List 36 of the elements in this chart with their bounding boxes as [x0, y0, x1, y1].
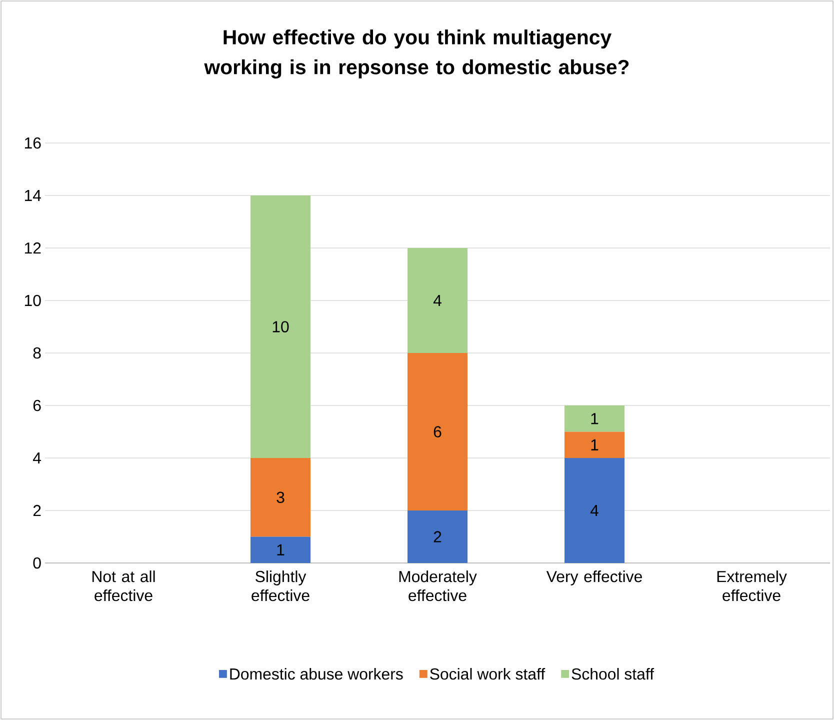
data-label: 6 [434, 426, 442, 438]
y-tick-label: 14 [24, 190, 42, 201]
y-tick-label: 12 [24, 242, 41, 254]
x-tick-label: Slightly effective [252, 570, 310, 602]
data-label: 3 [276, 492, 284, 504]
bar [250, 536, 311, 563]
x-tick-label: Moderately effective [399, 570, 477, 602]
legend-label: Social work staff [430, 668, 546, 680]
bar [408, 510, 468, 563]
data-label: 4 [590, 505, 598, 516]
y-tick-label: 6 [33, 400, 41, 412]
bar [408, 352, 468, 510]
x-tick-label: Extremely effective [717, 570, 787, 602]
x-tick-label: Very effective [546, 570, 642, 586]
bar [564, 458, 625, 563]
y-tick-label: 16 [24, 137, 41, 149]
data-label: 1 [277, 544, 284, 556]
y-tick-label: 10 [24, 294, 41, 306]
data-label: 10 [272, 321, 289, 332]
data-label: 1 [591, 413, 598, 424]
bar [250, 458, 311, 537]
bar [408, 248, 468, 353]
bar [564, 432, 625, 458]
y-tick-label: 4 [32, 452, 42, 464]
legend-label: School staff [572, 668, 654, 680]
data-label: 4 [433, 295, 442, 306]
y-tick-label: 8 [33, 347, 41, 359]
data-label: 2 [434, 531, 442, 542]
bar [250, 195, 311, 458]
y-tick-label: 0 [33, 557, 41, 569]
legend-label: Domestic abuse workers [230, 668, 403, 680]
y-tick-label: 2 [33, 504, 41, 516]
chart-title: How effective do you think multiagency working is in repsonse to domestic abuse? [204, 29, 629, 78]
x-tick-label: Not at all effective [92, 570, 155, 602]
bar [564, 405, 625, 432]
data-label: 1 [591, 439, 598, 450]
